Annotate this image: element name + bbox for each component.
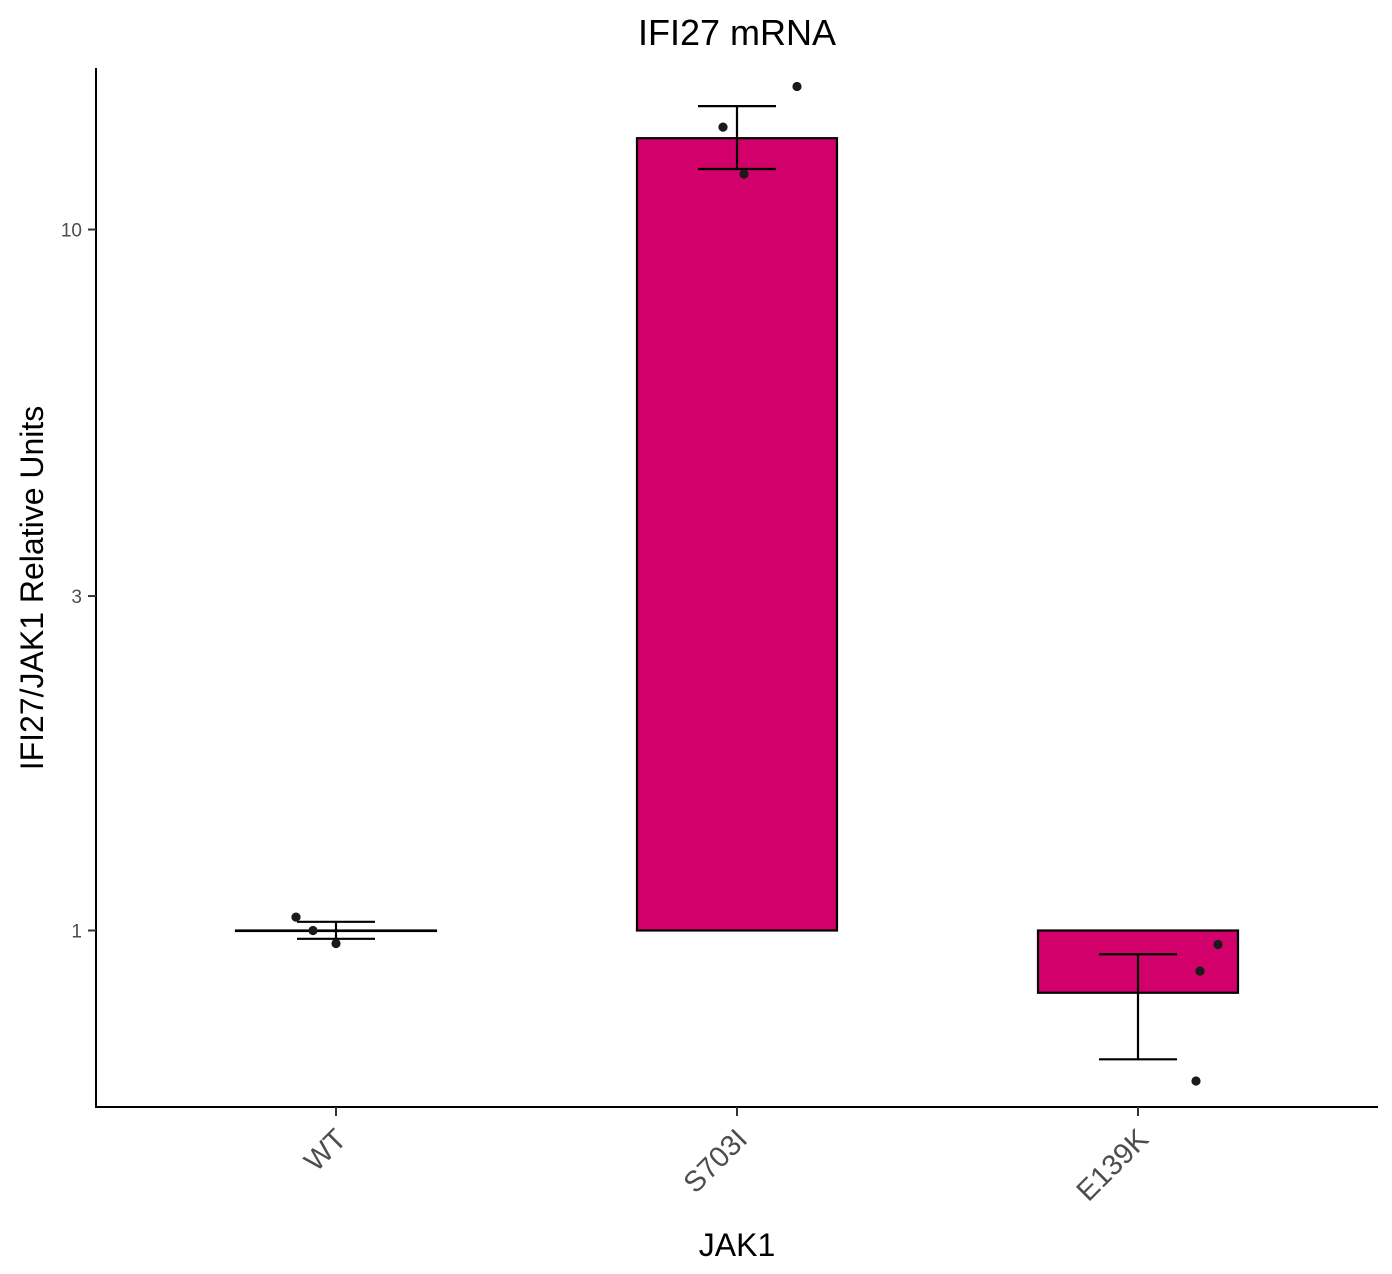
y-tick-label: 3 <box>71 587 82 608</box>
data-point-s703i-3 <box>792 81 802 92</box>
x-ticks: WT S703I E139K <box>298 1107 1155 1208</box>
x-tick-label-wt: WT <box>298 1123 353 1178</box>
y-tick-label: 1 <box>71 921 82 942</box>
y-axis-title: IFI27/JAK1 Relative Units <box>14 406 50 771</box>
data-point-wt-3 <box>331 938 341 949</box>
y-tick-label: 10 <box>61 221 82 242</box>
error-bar-s703i <box>698 105 776 171</box>
chart-title: IFI27 mRNA <box>638 12 836 53</box>
error-bars-layer <box>297 105 1177 1061</box>
data-point-s703i-1 <box>718 122 728 132</box>
data-point-e139k-1 <box>1213 939 1223 950</box>
error-bar-wt <box>297 920 375 940</box>
data-point-e139k-2 <box>1195 966 1205 976</box>
points-layer <box>291 81 1223 1086</box>
data-point-wt-2 <box>308 925 318 936</box>
bars-layer <box>234 137 1240 994</box>
x-axis-title: JAK1 <box>699 1227 775 1263</box>
data-point-s703i-2 <box>739 169 749 179</box>
data-point-e139k-3 <box>1191 1076 1201 1086</box>
y-ticks: 1 3 10 <box>61 221 96 942</box>
bar-s703i <box>635 137 839 932</box>
data-point-wt-1 <box>291 912 301 922</box>
x-tick-label-e139k: E139K <box>1071 1123 1156 1208</box>
error-bar-e139k <box>1099 953 1177 1061</box>
x-tick-label-s703i: S703I <box>678 1123 754 1199</box>
